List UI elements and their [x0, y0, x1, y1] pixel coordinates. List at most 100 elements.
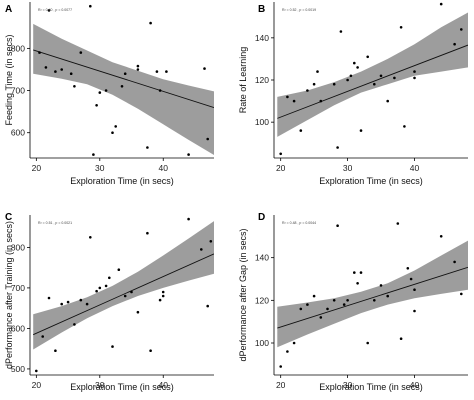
x-tick-label: 40: [410, 163, 420, 173]
data-point: [111, 131, 114, 134]
data-point: [187, 153, 190, 156]
x-axis-label: Exploration Time (in secs): [70, 382, 174, 392]
data-point: [366, 55, 370, 59]
data-point: [386, 99, 390, 103]
data-point: [413, 309, 416, 313]
data-point: [60, 68, 63, 71]
data-point: [95, 104, 98, 107]
x-tick-label: 40: [159, 380, 169, 390]
y-tick-label: 700: [11, 86, 25, 96]
data-point: [439, 2, 443, 6]
data-point: [44, 66, 48, 69]
data-point: [187, 217, 190, 221]
regression-line: [33, 49, 214, 109]
data-point: [117, 268, 121, 272]
data-point: [413, 288, 416, 292]
data-point: [206, 137, 209, 141]
panel-a: 20 30 40 600 700 800 Exploration Time (in secs…: [4, 2, 214, 186]
data-point: [111, 345, 114, 348]
data-point: [346, 78, 349, 82]
data-point: [73, 85, 76, 88]
data-point: [158, 298, 162, 302]
regression-line: [277, 266, 468, 329]
data-point: [41, 335, 44, 338]
x-tick-label: 20: [32, 163, 42, 173]
data-point: [306, 303, 309, 306]
y-axis-label: dPerformance after Gap (in secs): [238, 228, 248, 361]
data-point: [292, 99, 296, 103]
panel-d: 20 30 40 100 120 140 Exploration Time (in secs…: [238, 212, 468, 392]
data-point: [356, 282, 359, 285]
data-point: [292, 341, 296, 345]
data-point: [460, 292, 463, 296]
data-point: [279, 152, 283, 156]
data-point: [104, 284, 108, 288]
y-tick-label: 600: [11, 323, 25, 333]
stat-annotation: R² = 0.48 , p = 0.0044: [282, 221, 316, 225]
data-point: [286, 95, 289, 99]
x-tick-label: 30: [95, 380, 105, 390]
data-point: [379, 74, 383, 78]
x-tick-label: 40: [410, 380, 420, 390]
stat-annotation: R² = 0.52 , p = 0.0019: [282, 8, 316, 12]
data-point: [136, 68, 140, 71]
y-tick-label: 800: [11, 242, 25, 252]
panel-letter: D: [258, 212, 265, 223]
data-point: [161, 290, 165, 294]
y-axis-label: Rate of Learning: [238, 47, 248, 114]
data-point: [149, 349, 152, 353]
confidence-band: [33, 221, 214, 350]
data-point: [366, 341, 370, 345]
y-tick-label: 140: [255, 33, 269, 43]
panel-letter: C: [5, 212, 12, 223]
data-point: [130, 290, 133, 294]
data-point: [203, 67, 206, 70]
data-point: [155, 70, 159, 73]
x-axis-label: Exploration Time (in secs): [319, 382, 423, 392]
data-point: [54, 349, 57, 353]
data-point: [73, 323, 76, 326]
data-point: [136, 64, 140, 68]
data-point: [453, 260, 456, 264]
x-axis-label: Exploration Time (in secs): [319, 176, 423, 186]
panel-letter: B: [258, 4, 265, 15]
data-point: [396, 222, 400, 225]
y-tick-label: 600: [11, 128, 25, 138]
data-point: [149, 21, 152, 25]
y-tick-label: 100: [255, 117, 269, 127]
data-point: [89, 4, 92, 8]
data-point: [406, 267, 410, 270]
data-point: [206, 304, 209, 308]
data-point: [319, 99, 323, 103]
data-point: [54, 70, 57, 73]
data-point: [92, 153, 95, 156]
data-point: [114, 125, 117, 128]
data-point: [108, 276, 111, 280]
data-point: [353, 61, 356, 65]
y-tick-label: 700: [11, 283, 25, 293]
regression-line: [277, 44, 468, 119]
data-point: [299, 307, 303, 311]
data-point: [60, 302, 63, 306]
data-point: [47, 9, 51, 12]
x-axis-label: Exploration Time (in secs): [70, 176, 174, 186]
data-point: [342, 303, 346, 306]
data-point: [413, 70, 416, 73]
y-axis-label: Feeding Time (in secs): [4, 34, 14, 125]
data-point: [356, 66, 359, 69]
data-point: [286, 350, 289, 353]
data-point: [66, 300, 70, 304]
data-point: [89, 236, 92, 239]
data-point: [359, 129, 363, 132]
data-point: [35, 369, 38, 373]
data-point: [349, 74, 353, 78]
data-point: [95, 289, 98, 293]
data-point: [453, 42, 456, 46]
data-point: [393, 76, 396, 80]
data-point: [136, 310, 140, 314]
data-point: [123, 72, 127, 75]
data-point: [319, 316, 323, 319]
data-point: [69, 72, 73, 75]
data-point: [312, 82, 316, 86]
